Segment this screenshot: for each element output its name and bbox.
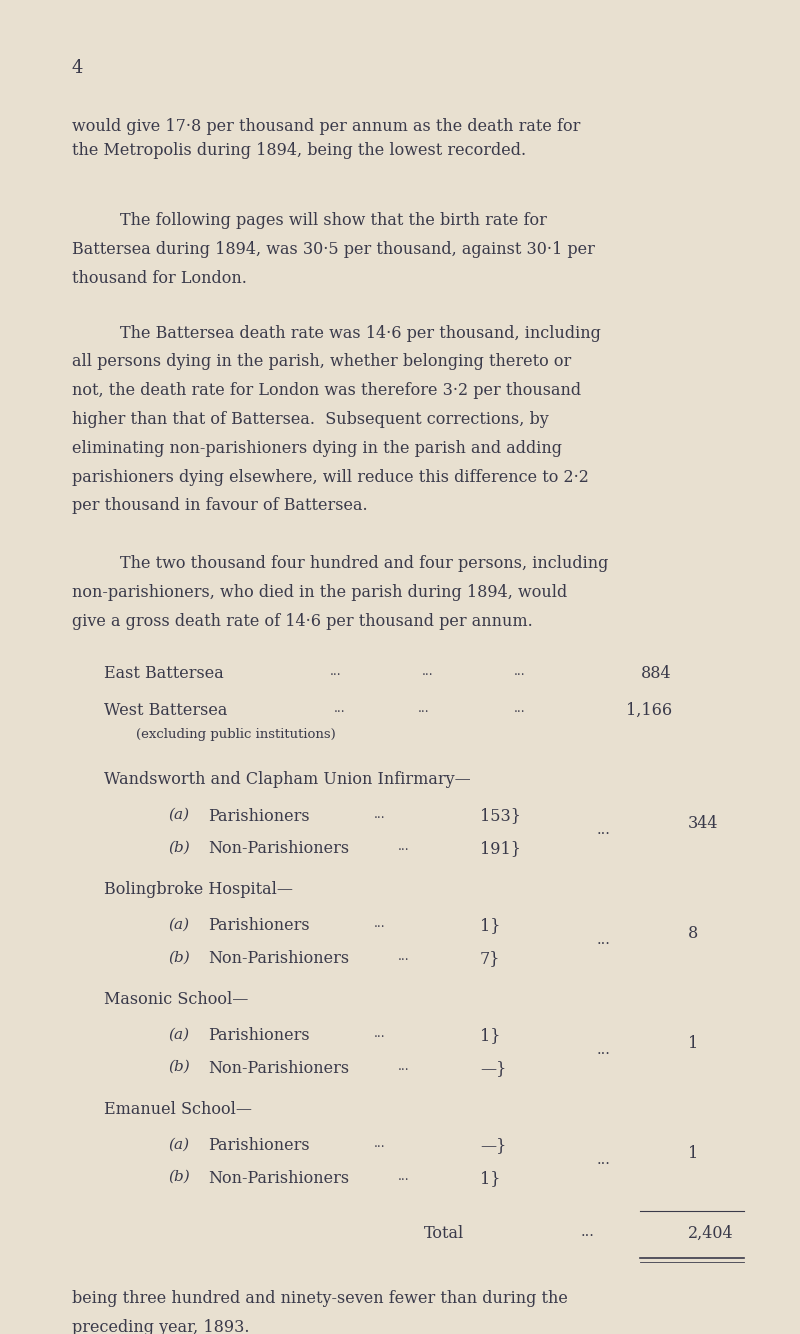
Text: (a): (a) bbox=[168, 1027, 189, 1042]
Text: all persons dying in the parish, whether belonging thereto or: all persons dying in the parish, whether… bbox=[72, 354, 571, 371]
Text: 153}: 153} bbox=[480, 807, 521, 824]
Text: (a): (a) bbox=[168, 1138, 189, 1151]
Text: West Battersea: West Battersea bbox=[104, 702, 227, 719]
Text: ...: ... bbox=[597, 823, 611, 838]
Text: (b): (b) bbox=[168, 840, 190, 854]
Text: ...: ... bbox=[597, 1043, 611, 1057]
Text: Masonic School—: Masonic School— bbox=[104, 991, 248, 1007]
Text: 1}: 1} bbox=[480, 1027, 501, 1045]
Text: ...: ... bbox=[374, 1138, 386, 1150]
Text: ...: ... bbox=[514, 702, 526, 715]
Text: preceding year, 1893.: preceding year, 1893. bbox=[72, 1319, 250, 1334]
Text: ...: ... bbox=[374, 1027, 386, 1041]
Text: would give 17·8 per thousand per annum as the death rate for
the Metropolis duri: would give 17·8 per thousand per annum a… bbox=[72, 117, 580, 159]
Text: Non-Parishioners: Non-Parishioners bbox=[208, 1061, 349, 1077]
Text: The two thousand four hundred and four persons, including: The two thousand four hundred and four p… bbox=[120, 555, 608, 572]
Text: —}: —} bbox=[480, 1061, 506, 1077]
Text: ...: ... bbox=[398, 950, 410, 963]
Text: ...: ... bbox=[398, 1061, 410, 1073]
Text: Bolingbroke Hospital—: Bolingbroke Hospital— bbox=[104, 880, 293, 898]
Text: ...: ... bbox=[597, 1153, 611, 1167]
Text: ...: ... bbox=[581, 1225, 595, 1239]
Text: The Battersea death rate was 14·6 per thousand, including: The Battersea death rate was 14·6 per th… bbox=[120, 324, 601, 342]
Text: (b): (b) bbox=[168, 1170, 190, 1185]
Text: 1,166: 1,166 bbox=[626, 702, 672, 719]
Text: ...: ... bbox=[330, 664, 342, 678]
Text: 7}: 7} bbox=[480, 950, 501, 967]
Text: 884: 884 bbox=[642, 664, 672, 682]
Text: Emanuel School—: Emanuel School— bbox=[104, 1101, 252, 1118]
Text: Non-Parishioners: Non-Parishioners bbox=[208, 840, 349, 858]
Text: ...: ... bbox=[398, 840, 410, 854]
Text: (b): (b) bbox=[168, 950, 190, 964]
Text: ...: ... bbox=[422, 664, 434, 678]
Text: ...: ... bbox=[597, 934, 611, 947]
Text: 4: 4 bbox=[72, 59, 83, 77]
Text: 2,404: 2,404 bbox=[688, 1225, 734, 1242]
Text: Non-Parishioners: Non-Parishioners bbox=[208, 950, 349, 967]
Text: 1}: 1} bbox=[480, 1170, 501, 1187]
Text: ...: ... bbox=[514, 664, 526, 678]
Text: non-parishioners, who died in the parish during 1894, would: non-parishioners, who died in the parish… bbox=[72, 584, 567, 600]
Text: Wandsworth and Clapham Union Infirmary—: Wandsworth and Clapham Union Infirmary— bbox=[104, 771, 470, 788]
Text: ...: ... bbox=[418, 702, 430, 715]
Text: give a gross death rate of 14·6 per thousand per annum.: give a gross death rate of 14·6 per thou… bbox=[72, 612, 533, 630]
Text: ...: ... bbox=[334, 702, 346, 715]
Text: per thousand in favour of Battersea.: per thousand in favour of Battersea. bbox=[72, 498, 368, 515]
Text: 344: 344 bbox=[688, 815, 718, 831]
Text: (b): (b) bbox=[168, 1061, 190, 1074]
Text: Total: Total bbox=[424, 1225, 464, 1242]
Text: Parishioners: Parishioners bbox=[208, 918, 310, 934]
Text: not, the death rate for London was therefore 3·2 per thousand: not, the death rate for London was there… bbox=[72, 382, 581, 399]
Text: ...: ... bbox=[374, 918, 386, 930]
Text: Non-Parishioners: Non-Parishioners bbox=[208, 1170, 349, 1187]
Text: Battersea during 1894, was 30·5 per thousand, against 30·1 per: Battersea during 1894, was 30·5 per thou… bbox=[72, 241, 595, 257]
Text: Parishioners: Parishioners bbox=[208, 1027, 310, 1045]
Text: ...: ... bbox=[398, 1170, 410, 1183]
Text: Parishioners: Parishioners bbox=[208, 807, 310, 824]
Text: being three hundred and ninety-seven fewer than during the: being three hundred and ninety-seven few… bbox=[72, 1290, 568, 1307]
Text: East Battersea: East Battersea bbox=[104, 664, 224, 682]
Text: parishioners dying elsewhere, will reduce this difference to 2·2: parishioners dying elsewhere, will reduc… bbox=[72, 468, 589, 486]
Text: Parishioners: Parishioners bbox=[208, 1138, 310, 1154]
Text: 191}: 191} bbox=[480, 840, 521, 858]
Text: (excluding public institutions): (excluding public institutions) bbox=[136, 727, 336, 740]
Text: thousand for London.: thousand for London. bbox=[72, 269, 247, 287]
Text: The following pages will show that the birth rate for: The following pages will show that the b… bbox=[120, 212, 547, 229]
Text: —}: —} bbox=[480, 1138, 506, 1154]
Text: higher than that of Battersea.  Subsequent corrections, by: higher than that of Battersea. Subsequen… bbox=[72, 411, 549, 428]
Text: (a): (a) bbox=[168, 918, 189, 931]
Text: eliminating non-parishioners dying in the parish and adding: eliminating non-parishioners dying in th… bbox=[72, 440, 562, 456]
Text: 8: 8 bbox=[688, 924, 698, 942]
Text: 1: 1 bbox=[688, 1035, 698, 1051]
Text: ...: ... bbox=[374, 807, 386, 820]
Text: (a): (a) bbox=[168, 807, 189, 822]
Text: 1: 1 bbox=[688, 1145, 698, 1162]
Text: 1}: 1} bbox=[480, 918, 501, 934]
